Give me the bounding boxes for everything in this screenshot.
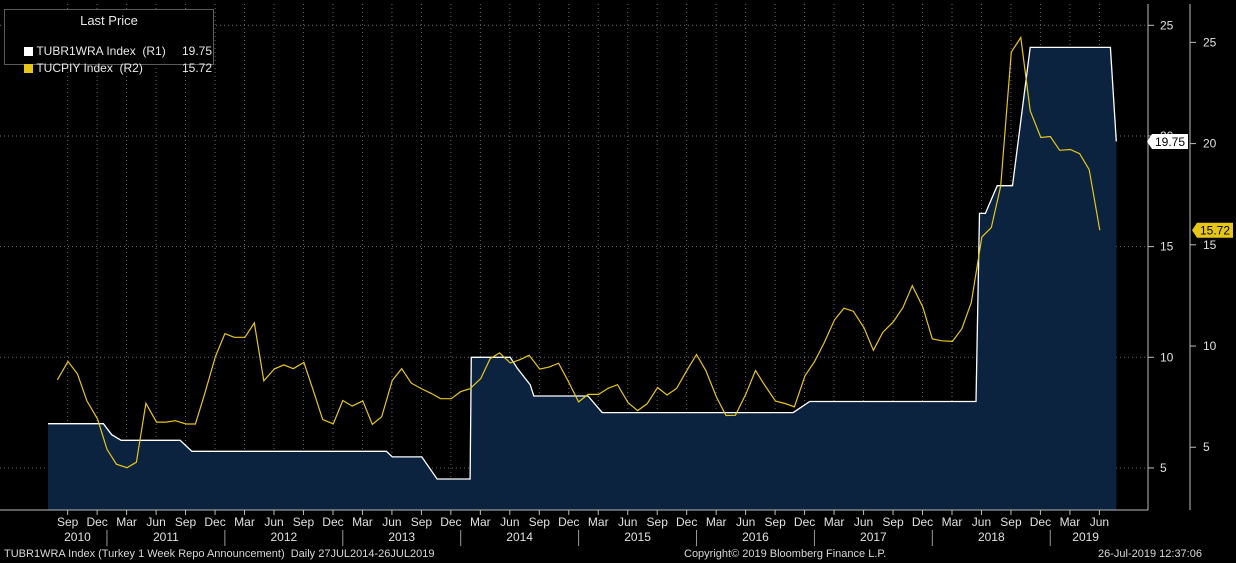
x-month-label: Mar [470,515,491,529]
legend-item-cpi: TUCPIY Index (R2) 15.72 [11,47,212,89]
x-month-label: Jun [382,515,401,529]
x-month-label: Jun [500,515,519,529]
x-month-label: Dec [794,515,815,529]
x-month-label: Sep [882,515,904,529]
footer-description: TUBR1WRA Index (Turkey 1 Week Repo Annou… [4,548,435,560]
legend-label: TUBR1WRA Index (R1) [36,44,166,58]
x-month-label: Dec [204,515,225,529]
x-month-label: Mar [706,515,727,529]
x-month-label: Dec [912,515,933,529]
x-month-label: Mar [1060,515,1081,529]
repo-rate-line [48,46,1117,480]
x-month-label: Jun [1090,515,1109,529]
x-year-label: 2011 [153,530,179,544]
x-month-label: Dec [558,515,579,529]
x-year-label: 2019 [1072,530,1099,544]
legend-label: TUCPIY Index (R2) [36,61,143,75]
x-month-label: Sep [293,515,315,529]
x-month-label: Mar [116,515,137,529]
r1-tick-label: 15 [1160,240,1174,254]
last-price-labels: 19.75 15.72 [1147,133,1233,238]
x-month-label: Sep [764,515,786,529]
x-year-label: 2012 [270,530,297,544]
r1-tick-label: 25 [1160,18,1174,32]
x-month-label: Dec [86,515,107,529]
legend-swatch-white [24,47,34,56]
x-year-label: 2018 [978,530,1005,544]
legend: Last Price TUBR1WRA Index (R1) 19.75 TUCP… [4,9,214,75]
cpi-line [56,35,1101,469]
repo-rate-area [48,47,1117,511]
x-month-label: Sep [411,515,433,529]
legend-value: 15.72 [181,61,212,75]
x-month-label: Jun [854,515,873,529]
x-month-label: Dec [440,515,461,529]
r2-tick-label: 5 [1203,440,1210,454]
x-year-label: 2015 [624,530,651,544]
x-month-label: Jun [736,515,755,529]
x-month-label: Sep [1000,515,1022,529]
r2-tick-label: 25 [1203,35,1217,49]
x-year-label: 2014 [506,530,533,544]
x-year-label: 2017 [860,530,887,544]
x-month-label: Mar [824,515,845,529]
legend-item-repo: TUBR1WRA Index (R1) 19.75 [11,30,212,72]
x-month-label: Sep [647,515,669,529]
x-month-label: Mar [234,515,255,529]
repo-last-price-tag-bg [1147,133,1188,149]
x-month-label: Sep [529,515,551,529]
x-year-label: 2010 [64,530,91,544]
x-month-label: Sep [57,515,79,529]
x-month-label: Mar [588,515,609,529]
cpi-last-price-tag: 15.72 [1200,224,1230,238]
axes: Sep Dec Mar Jun Sep Dec Mar Jun Sep Dec Mar Jun Sep D… [0,4,1217,546]
x-month-label: Sep [175,515,197,529]
legend-value: 19.75 [181,44,212,58]
cpi-last-price-tag-bg [1192,222,1233,238]
r1-tick-label: 10 [1160,350,1174,364]
x-month-label: Dec [676,515,697,529]
r1-tick-label: 5 [1160,461,1167,475]
footer-timestamp: 26-Jul-2019 12:37:06 [1098,548,1202,560]
repo-last-price-tag: 19.75 [1155,135,1185,149]
legend-title: Last Price [80,13,138,28]
x-month-label: Mar [352,515,373,529]
r2-tick-label: 15 [1203,238,1217,252]
r2-tick-label: 10 [1203,339,1217,353]
footer-copyright: Copyright© 2019 Bloomberg Finance L.P. [684,548,887,560]
x-year-label: 2013 [388,530,415,544]
x-month-label: Jun [146,515,165,529]
x-month-label: Jun [264,515,283,529]
x-month-label: Mar [942,515,963,529]
r2-tick-label: 20 [1203,137,1217,151]
x-month-label: Dec [322,515,343,529]
legend-swatch-yellow [24,64,34,73]
x-month-label: Jun [972,515,991,529]
x-month-label: Dec [1030,515,1051,529]
x-month-label: Jun [618,515,637,529]
x-year-label: 2016 [742,530,769,544]
